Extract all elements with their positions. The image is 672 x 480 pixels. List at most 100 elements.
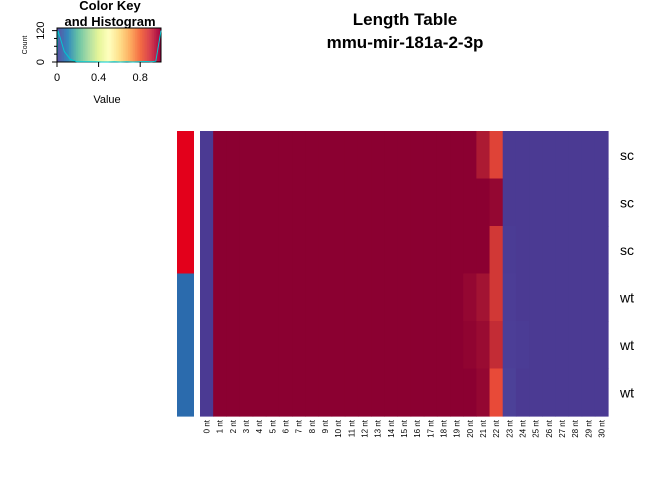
heatmap-cell: [226, 368, 241, 417]
heatmap-cell: [305, 273, 320, 322]
heatmap-cell: [581, 178, 596, 227]
heatmap-cell: [529, 273, 543, 322]
heatmap-cell: [384, 131, 399, 180]
color-key-gradient-step: [57, 28, 60, 62]
heatmap-cell: [371, 226, 385, 275]
color-key-gradient-step: [143, 28, 146, 62]
heatmap-cell: [581, 368, 596, 417]
color-key-gradient-step: [81, 28, 84, 62]
heatmap-cell: [226, 273, 241, 322]
heatmap-cell: [292, 273, 306, 322]
heatmap-cell: [318, 321, 333, 370]
heatmap-cell: [594, 321, 609, 370]
heatmap-cell: [397, 368, 412, 417]
heatmap-cell: [594, 226, 609, 275]
color-key-gradient-step: [89, 28, 93, 62]
heatmap-cell: [397, 178, 412, 227]
heatmap-cell: [344, 178, 359, 227]
column-label: 2 nt: [229, 419, 238, 433]
color-key-gradient-step: [65, 28, 68, 62]
heatmap-cell: [226, 226, 241, 275]
column-label: 26 nt: [545, 419, 554, 438]
heatmap-cell: [463, 273, 477, 322]
heatmap-cell: [213, 273, 227, 322]
column-label: 4 nt: [255, 419, 264, 433]
heatmap-cell: [344, 226, 359, 275]
heatmap-cell: [278, 226, 293, 275]
heatmap-cell: [213, 178, 227, 227]
color-key-gradient-step: [60, 28, 63, 62]
heatmap-cell: [436, 178, 451, 227]
column-label: 3 nt: [242, 419, 251, 433]
heatmap-cell: [489, 226, 504, 275]
color-key-gradient-step: [105, 28, 108, 62]
heatmap-cell: [226, 321, 241, 370]
color-key-ytick-label: 0: [35, 59, 47, 65]
heatmap-cell: [542, 321, 556, 370]
heatmap-cell: [568, 321, 583, 370]
heatmap-cell: [200, 368, 214, 417]
heatmap-cell: [318, 273, 333, 322]
heatmap-cell: [200, 273, 214, 322]
color-key-histogram-line: [56, 30, 162, 63]
heatmap-cell: [305, 368, 320, 417]
row-group-color-bar: [177, 226, 194, 275]
color-key-gradient-step: [102, 28, 105, 62]
heatmap-cell: [502, 273, 517, 322]
heatmap-cell: [292, 178, 306, 227]
heatmap-cell: [200, 131, 214, 180]
heatmap-cell: [542, 131, 556, 180]
color-key-gradient-step: [114, 28, 117, 62]
heatmap-cell: [450, 321, 464, 370]
color-key-gradient-step: [147, 28, 150, 62]
heatmap-cell: [489, 178, 504, 227]
column-label: 30 nt: [597, 419, 606, 438]
heatmap-cell: [384, 226, 399, 275]
heatmap-cell: [555, 368, 570, 417]
heatmap-cell: [463, 226, 477, 275]
heatmap-cell: [344, 321, 359, 370]
column-label: 7 nt: [295, 419, 304, 433]
heatmap-cell: [278, 273, 293, 322]
heatmap-cell: [463, 131, 477, 180]
color-key-gradient-step: [131, 28, 134, 62]
heatmap-cell: [542, 368, 556, 417]
heatmap-cell: [252, 131, 267, 180]
column-label: 0 nt: [203, 419, 212, 433]
column-label: 10 nt: [334, 419, 343, 438]
heatmap-cell: [436, 273, 451, 322]
color-key-gradient-step: [84, 28, 87, 62]
heatmap-cell: [581, 321, 596, 370]
chart-title: Length Table: [352, 10, 458, 29]
heatmap-cell: [529, 178, 543, 227]
heatmap-cell: [450, 226, 464, 275]
heatmap-cell: [278, 368, 293, 417]
heatmap-cell: [555, 178, 570, 227]
heatmap-cell: [226, 131, 241, 180]
heatmap-cell: [502, 226, 517, 275]
color-key-gradient-step: [88, 28, 91, 62]
heatmap-cell: [410, 131, 425, 180]
heatmap-cell: [371, 368, 385, 417]
color-key-gradient-step: [67, 28, 70, 62]
heatmap-cell: [252, 273, 267, 322]
color-key-gradient-step: [121, 28, 124, 62]
heatmap-cell: [384, 178, 399, 227]
color-key-gradient-step: [155, 28, 159, 62]
color-key-gradient-step: [148, 28, 152, 62]
chart-subtitle: mmu-mir-181a-2-3p: [326, 33, 484, 52]
heatmap-cell: [397, 273, 412, 322]
heatmap-cell: [265, 321, 280, 370]
heatmap-cell: [371, 178, 385, 227]
heatmap-cell: [529, 368, 543, 417]
heatmap-cell: [476, 273, 491, 322]
heatmap-cell: [423, 368, 438, 417]
color-key-xtick-label: 0: [54, 72, 60, 84]
heatmap-cell: [292, 321, 306, 370]
color-key-gradient-step: [141, 28, 145, 62]
color-key-gradient-step: [103, 28, 107, 62]
heatmap-cell: [292, 131, 306, 180]
column-label: 23 nt: [505, 419, 514, 438]
heatmap-cell: [292, 226, 306, 275]
